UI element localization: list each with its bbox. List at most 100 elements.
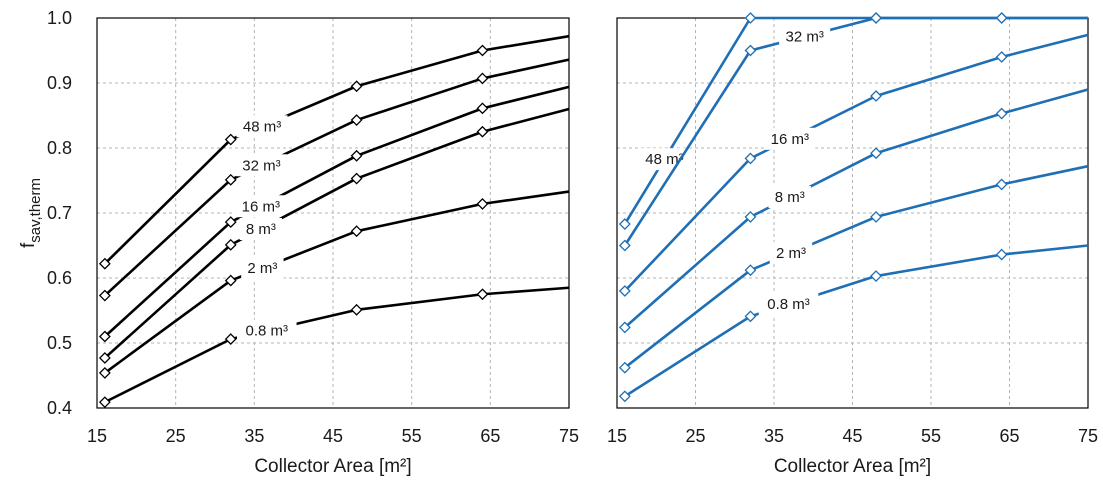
data-point-marker bbox=[98, 289, 111, 302]
data-point-marker bbox=[618, 321, 631, 334]
series-label: 2 m³ bbox=[247, 260, 277, 277]
y-axis-title-subscript: sav,therm bbox=[27, 178, 44, 243]
data-point-marker bbox=[224, 173, 237, 186]
data-point-marker bbox=[618, 218, 631, 230]
series-32m: 32 m³ bbox=[618, 12, 1088, 252]
x-tick-label: 35 bbox=[764, 426, 784, 446]
data-point-marker bbox=[98, 352, 111, 364]
series-0-8m: 0.8 m³ bbox=[618, 244, 1089, 403]
y-tick-label: 1.0 bbox=[47, 8, 72, 28]
series-label-bg bbox=[235, 154, 287, 177]
data-point-marker bbox=[350, 80, 363, 93]
series-label-bg bbox=[758, 293, 819, 316]
series-8m: 8 m³ bbox=[618, 88, 1089, 334]
y-tick-label: 0.7 bbox=[47, 203, 72, 223]
y-axis-title-main: f bbox=[18, 242, 39, 248]
x-tick-label: 45 bbox=[842, 426, 862, 446]
data-point-marker bbox=[350, 149, 363, 162]
x-tick-label: 45 bbox=[323, 426, 343, 446]
x-tick-label: 65 bbox=[480, 426, 500, 446]
series-label-bg bbox=[236, 319, 297, 342]
series-label: 48 m³ bbox=[243, 118, 281, 135]
data-point-marker bbox=[744, 210, 757, 223]
x-tick-label: 15 bbox=[87, 426, 107, 446]
series-line bbox=[104, 190, 570, 374]
data-point-marker bbox=[744, 12, 757, 24]
data-point-marker bbox=[995, 178, 1008, 191]
data-point-marker bbox=[870, 270, 882, 282]
series-line bbox=[103, 34, 570, 265]
data-point-marker bbox=[744, 310, 757, 323]
data-point-marker bbox=[224, 238, 237, 251]
data-point-marker bbox=[618, 361, 631, 374]
y-tick-label: 0.4 bbox=[47, 398, 72, 418]
data-point-marker bbox=[870, 147, 882, 160]
series-2m: 2 m³ bbox=[98, 190, 570, 379]
data-point-marker bbox=[870, 12, 882, 24]
series-16m: 16 m³ bbox=[618, 33, 1089, 297]
series-label: 8 m³ bbox=[246, 221, 276, 238]
y-axis-title: fsav,therm bbox=[18, 178, 44, 248]
x-tick-label: 35 bbox=[244, 426, 264, 446]
x-tick-label: 65 bbox=[999, 426, 1019, 446]
series-label-bg bbox=[236, 115, 288, 138]
x-tick-label: 55 bbox=[402, 426, 422, 446]
series-label: 32 m³ bbox=[242, 157, 280, 174]
series-label: 16 m³ bbox=[771, 131, 809, 148]
series-label: 2 m³ bbox=[776, 245, 806, 262]
data-point-marker bbox=[476, 102, 489, 115]
data-point-marker bbox=[98, 330, 111, 343]
series-line bbox=[623, 16, 1088, 225]
data-point-marker bbox=[350, 303, 363, 316]
data-point-marker bbox=[870, 90, 882, 102]
data-point-marker bbox=[995, 51, 1008, 63]
series-line bbox=[104, 286, 570, 404]
data-point-marker bbox=[224, 274, 237, 287]
series-8m: 8 m³ bbox=[98, 107, 570, 364]
plot-frame bbox=[96, 17, 570, 409]
series-label-bg bbox=[241, 257, 284, 280]
data-point-marker bbox=[870, 210, 882, 223]
data-point-marker bbox=[618, 239, 631, 252]
y-tick-label: 0.9 bbox=[47, 73, 72, 93]
series-0-8m: 0.8 m³ bbox=[98, 286, 570, 409]
data-point-marker bbox=[350, 172, 363, 185]
series-label-bg bbox=[239, 218, 283, 241]
left-chart: 15 25 35 45 55 65 75 0.4 0.5 0.6 0.7 0.8 0.9 1.0 Colle… bbox=[47, 8, 579, 477]
series-48m: 48 m³ bbox=[98, 34, 570, 270]
series-label-bg bbox=[769, 242, 813, 265]
x-tick-label: 55 bbox=[921, 426, 941, 446]
series-label-bg bbox=[779, 25, 831, 48]
data-point-marker bbox=[744, 152, 757, 165]
x-tick-label: 25 bbox=[166, 426, 186, 446]
data-point-marker bbox=[476, 125, 489, 138]
series-line bbox=[624, 244, 1089, 398]
data-point-marker bbox=[98, 257, 111, 270]
x-tick-label: 75 bbox=[1078, 426, 1098, 446]
data-point-marker bbox=[350, 114, 363, 126]
data-point-marker bbox=[224, 216, 237, 229]
x-tick-label: 75 bbox=[559, 426, 579, 446]
data-point-marker bbox=[224, 333, 237, 346]
series-label: 32 m³ bbox=[785, 28, 823, 45]
x-tick-label: 15 bbox=[607, 426, 627, 446]
series-label: 0.8 m³ bbox=[246, 323, 289, 340]
data-point-marker bbox=[744, 44, 757, 57]
right-chart: 15 25 35 45 55 65 75 Collector Area [m²] 48 m³ 32… bbox=[607, 12, 1098, 477]
data-point-marker bbox=[995, 248, 1008, 261]
series-label: 16 m³ bbox=[242, 198, 280, 215]
series-48m: 48 m³ bbox=[618, 12, 1088, 230]
series-label: 48 m³ bbox=[645, 151, 683, 168]
data-point-marker bbox=[224, 133, 237, 146]
y-tick-label: 0.8 bbox=[47, 138, 72, 158]
data-point-marker bbox=[995, 12, 1008, 24]
series-label-bg bbox=[235, 195, 287, 218]
y-tick-label: 0.5 bbox=[47, 333, 72, 353]
series-line bbox=[623, 88, 1089, 329]
series-line bbox=[103, 85, 570, 338]
data-point-marker bbox=[476, 44, 489, 57]
series-16m: 16 m³ bbox=[98, 85, 570, 343]
data-point-marker bbox=[98, 366, 111, 379]
series-2m: 2 m³ bbox=[618, 164, 1089, 374]
